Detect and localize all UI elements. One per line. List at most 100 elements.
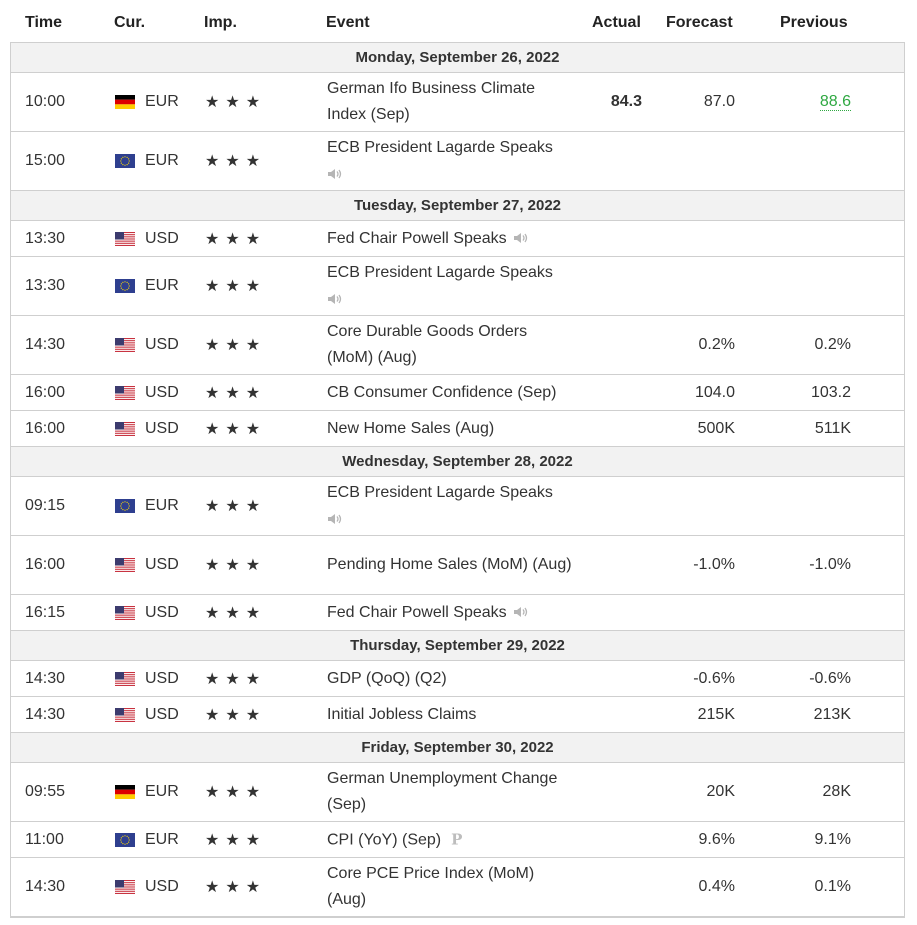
event-title[interactable]: German Unemployment Change (Sep) [327, 770, 558, 813]
event-cell: CB Consumer Confidence (Sep) [327, 380, 577, 406]
event-time: 13:30 [25, 229, 66, 247]
speaker-icon [328, 293, 342, 304]
forecast-value: -1.0% [693, 556, 735, 573]
importance-stars-icon: ★★★ [205, 706, 267, 724]
flag-eu-icon [115, 154, 135, 168]
flag-de-icon [115, 785, 135, 800]
previous-value: 0.1% [814, 878, 851, 895]
importance-stars-icon: ★★★ [205, 278, 267, 295]
previous-value-cell: 0.1% [751, 878, 851, 896]
importance-stars-icon: ★★★ [205, 604, 267, 622]
previous-value: 511K [814, 419, 851, 437]
event-title[interactable]: New Home Sales (Aug) [327, 419, 495, 437]
event-time: 14:30 [25, 705, 66, 723]
event-title[interactable]: Fed Chair Powell Speaks [327, 603, 507, 621]
event-row[interactable]: 16:00 USD ★★★ New Home Sales (Aug) 500K 511K [11, 411, 904, 447]
day-header: Wednesday, September 28, 2022 [11, 447, 904, 477]
event-time: 14:30 [25, 669, 66, 687]
header-event[interactable]: Event [326, 14, 370, 31]
importance-stars-icon: ★★★ [205, 879, 267, 896]
flag-us-icon [115, 385, 135, 400]
event-title[interactable]: German Ifo Business Climate Index (Sep) [327, 80, 536, 123]
importance-stars-icon: ★★★ [205, 670, 267, 688]
currency-code: USD [145, 878, 179, 895]
event-row[interactable]: 14:30 USD ★★★ GDP (QoQ) (Q2) -0.6% -0.6% [11, 661, 904, 697]
header-time[interactable]: Time [25, 14, 63, 31]
event-title[interactable]: CPI (YoY) (Sep) [327, 831, 442, 848]
previous-value: 28K [822, 783, 851, 800]
importance-stars-icon: ★★★ [205, 557, 267, 574]
forecast-value: 500K [697, 419, 735, 437]
flag-us-icon [115, 605, 135, 620]
event-title[interactable]: ECB President Lagarde Speaks [327, 484, 553, 501]
day-header: Monday, September 26, 2022 [11, 43, 904, 73]
event-time: 16:15 [25, 603, 66, 621]
event-time: 15:00 [25, 152, 66, 169]
header-actual[interactable]: Actual [592, 14, 641, 31]
event-time: 11:00 [25, 830, 64, 848]
event-row[interactable]: 09:55 EUR ★★★ German Unemployment Change (S… [11, 763, 904, 822]
event-row[interactable]: 15:00 EUR ★★★ ECB President Lagarde Speaks [11, 132, 904, 191]
event-row[interactable]: 16:00 USD ★★★ CB Consumer Confidence (Sep) 1… [11, 375, 904, 411]
event-title[interactable]: ECB President Lagarde Speaks [327, 139, 553, 156]
header-forecast[interactable]: Forecast [666, 14, 733, 31]
previous-value-cell: 511K [751, 420, 851, 438]
event-row[interactable]: 14:30 USD ★★★ Core PCE Price Index (MoM) (A… [11, 858, 904, 917]
previous-value-cell: -1.0% [751, 556, 851, 574]
event-title[interactable]: Core Durable Goods Orders (MoM) (Aug) [327, 323, 528, 366]
table-header: Time Cur. Imp. Event Actual Forecast Pre… [10, 0, 905, 42]
event-cell: Pending Home Sales (MoM) (Aug) [327, 552, 577, 578]
previous-value: 103.2 [810, 383, 851, 401]
speaker-icon [328, 168, 342, 179]
flag-eu-icon [115, 832, 135, 847]
previous-value-cell: 9.1% [751, 831, 851, 849]
importance-stars-icon: ★★★ [205, 498, 267, 515]
flag-us-icon [115, 338, 135, 352]
flag-us-icon [115, 231, 135, 246]
event-row[interactable]: 16:00 USD ★★★ Pending Home Sales (MoM) (Aug… [11, 536, 904, 595]
event-row[interactable]: 09:15 EUR ★★★ ECB President Lagarde Speaks [11, 477, 904, 536]
event-row[interactable]: 14:30 USD ★★★ Core Durable Goods Orders (Mo… [11, 316, 904, 375]
flag-us-icon [115, 421, 135, 436]
event-title[interactable]: Fed Chair Powell Speaks [327, 229, 507, 247]
header-importance[interactable]: Imp. [204, 14, 237, 31]
event-title[interactable]: Pending Home Sales (MoM) (Aug) [327, 556, 572, 573]
event-row[interactable]: 11:00 EUR ★★★ CPI (YoY) (Sep) P 9.6% 9.1% [11, 822, 904, 858]
currency-code: EUR [145, 497, 179, 514]
header-currency[interactable]: Cur. [114, 14, 146, 31]
forecast-value: 0.4% [698, 878, 735, 895]
event-cell: Initial Jobless Claims [327, 702, 577, 728]
previous-value[interactable]: 88.6 [819, 93, 851, 111]
event-title[interactable]: CB Consumer Confidence (Sep) [327, 383, 557, 401]
previous-value: -1.0% [809, 556, 851, 573]
forecast-value: 20K [706, 783, 735, 800]
event-row[interactable]: 13:30 USD ★★★ Fed Chair Powell Speaks [11, 221, 904, 257]
header-previous[interactable]: Previous [780, 14, 848, 31]
event-time: 14:30 [25, 336, 66, 353]
currency-code: EUR [145, 277, 179, 294]
event-title[interactable]: Core PCE Price Index (MoM) (Aug) [327, 865, 535, 908]
currency-code: EUR [145, 152, 179, 169]
event-row[interactable]: 16:15 USD ★★★ Fed Chair Powell Speaks [11, 595, 904, 631]
event-title[interactable]: ECB President Lagarde Speaks [327, 264, 553, 281]
importance-stars-icon: ★★★ [205, 230, 267, 248]
flag-us-icon [115, 558, 135, 572]
event-row[interactable]: 10:00 EUR ★★★ German Ifo Business Climate I… [11, 73, 904, 132]
event-cell: ECB President Lagarde Speaks [327, 260, 577, 312]
event-cell: Core Durable Goods Orders (MoM) (Aug) [327, 319, 577, 371]
events-table: Monday, September 26, 2022 10:00 EUR ★★★ Ger… [10, 42, 905, 917]
event-row[interactable]: 13:30 EUR ★★★ ECB President Lagarde Speaks [11, 257, 904, 316]
day-header: Thursday, September 29, 2022 [11, 631, 904, 661]
event-time: 16:00 [25, 556, 66, 573]
previous-value-cell: 0.2% [751, 336, 851, 354]
event-title[interactable]: Initial Jobless Claims [327, 705, 477, 723]
event-row[interactable]: 14:30 USD ★★★ Initial Jobless Claims 215K 213… [11, 697, 904, 733]
event-title[interactable]: GDP (QoQ) (Q2) [327, 669, 447, 687]
event-time: 13:30 [25, 277, 66, 294]
event-cell: New Home Sales (Aug) [327, 416, 577, 442]
importance-stars-icon: ★★★ [205, 384, 267, 402]
forecast-value: 104.0 [694, 383, 735, 401]
importance-stars-icon: ★★★ [205, 420, 267, 438]
previous-value: 0.2% [814, 336, 851, 353]
event-cell: ECB President Lagarde Speaks [327, 135, 577, 187]
